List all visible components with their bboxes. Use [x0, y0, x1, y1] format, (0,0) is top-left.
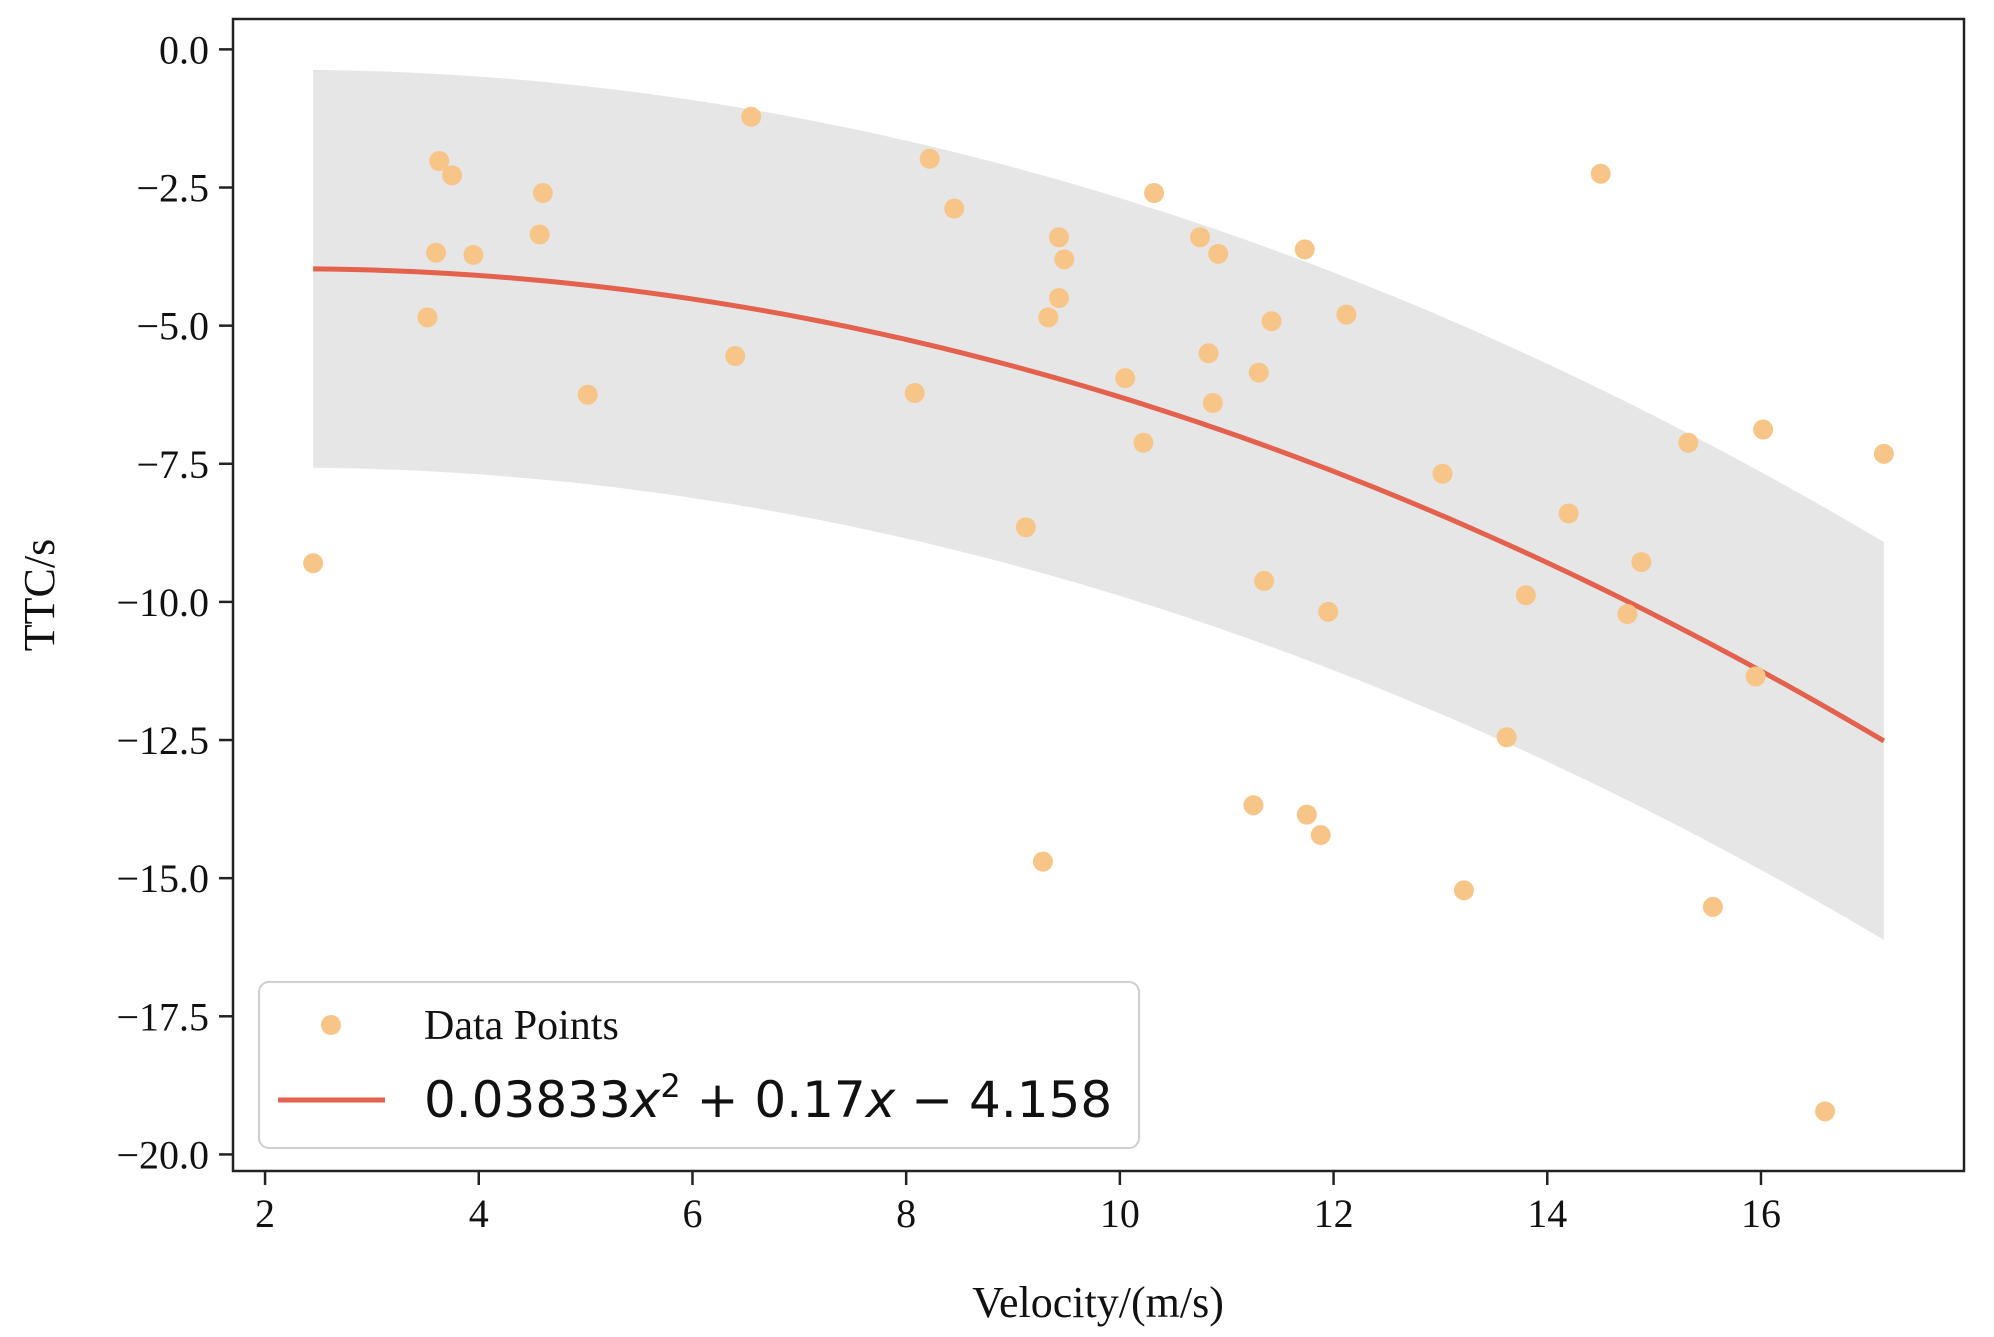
data-point-11: [904, 383, 925, 404]
scatter-points: [303, 106, 1894, 1122]
legend: Data Points 0.03833x2 + 0.17x − 4.158: [258, 981, 1140, 1149]
data-point-12: [919, 148, 940, 169]
y-tick-label: −17.5: [116, 994, 209, 1039]
data-point-20: [1115, 368, 1136, 389]
x-tick-label: 14: [1527, 1191, 1567, 1236]
data-point-19: [1054, 249, 1075, 270]
legend-eq-exponent: 2: [660, 1067, 680, 1105]
data-point-16: [1038, 307, 1059, 328]
legend-eq-part-3: − 4.158: [895, 1071, 1112, 1129]
x-tick-label: 6: [682, 1191, 702, 1236]
data-point-37: [1453, 880, 1474, 901]
data-point-22: [1144, 183, 1165, 204]
data-point-38: [1496, 727, 1517, 748]
x-tick-label: 12: [1314, 1191, 1354, 1236]
x-tick-label: 8: [896, 1191, 916, 1236]
data-point-28: [1248, 362, 1269, 383]
legend-label-fit-equation: 0.03833x2 + 0.17x − 4.158: [424, 1067, 1112, 1129]
y-tick-label: −20.0: [116, 1132, 209, 1177]
data-point-48: [1815, 1101, 1836, 1122]
y-tick-label: −15.0: [116, 856, 209, 901]
x-axis-title: Velocity/(m/s): [972, 1278, 1224, 1327]
data-point-5: [463, 244, 484, 265]
fit-line: [313, 266, 1886, 744]
data-point-34: [1318, 601, 1339, 622]
data-point-24: [1198, 343, 1219, 364]
data-point-15: [1032, 851, 1053, 872]
data-point-9: [725, 346, 746, 367]
data-point-25: [1202, 393, 1223, 413]
data-point-44: [1678, 432, 1699, 453]
y-tick-label: −2.5: [136, 166, 209, 211]
data-point-21: [1133, 432, 1154, 453]
legend-eq-var-2: x: [864, 1071, 896, 1129]
y-tick-label: −10.0: [116, 580, 209, 625]
data-point-33: [1310, 825, 1331, 846]
data-point-40: [1558, 503, 1579, 524]
data-point-45: [1702, 896, 1723, 917]
data-point-26: [1208, 243, 1229, 264]
data-point-27: [1243, 795, 1264, 816]
data-point-17: [1048, 227, 1069, 248]
data-point-39: [1515, 585, 1536, 606]
legend-label-data-points: Data Points: [424, 1003, 619, 1049]
data-point-18: [1048, 288, 1069, 309]
data-point-32: [1296, 804, 1317, 825]
data-point-10: [741, 106, 762, 127]
data-point-49: [1873, 443, 1894, 464]
data-point-42: [1617, 604, 1638, 625]
legend-marker-data-points: [321, 1015, 341, 1035]
x-tick-label: 10: [1100, 1191, 1140, 1236]
data-point-36: [1432, 463, 1453, 484]
x-tick-label: 4: [469, 1191, 489, 1236]
y-axis-title: TTC/s: [15, 539, 64, 651]
data-point-6: [529, 224, 550, 245]
legend-box: [258, 981, 1140, 1149]
data-point-43: [1631, 552, 1652, 573]
y-tick-label: −7.5: [136, 442, 209, 487]
data-point-8: [577, 384, 598, 405]
legend-eq-coef-a: 0.03833: [424, 1071, 631, 1129]
data-point-41: [1590, 163, 1611, 184]
x-axis: 2 4 6 8 10 12 14 16: [255, 1171, 1781, 1236]
data-point-1: [417, 307, 438, 328]
data-point-4: [442, 165, 463, 186]
x-tick-label: 16: [1741, 1191, 1781, 1236]
y-axis: 0.0 −2.5 −5.0 −7.5 −10.0 −12.5 −15.0 −17.5 −20.0: [116, 27, 233, 1177]
data-point-2: [426, 242, 447, 263]
data-point-7: [532, 183, 553, 204]
data-point-31: [1294, 239, 1315, 260]
legend-eq-part-2: + 0.17: [681, 1071, 866, 1129]
data-point-35: [1336, 304, 1357, 325]
legend-eq-var-1: x: [629, 1071, 661, 1129]
y-tick-label: 0.0: [159, 27, 209, 72]
y-tick-label: −5.0: [136, 304, 209, 349]
data-point-13: [944, 198, 965, 219]
x-tick-label: 2: [255, 1191, 275, 1236]
plot-frame: [231, 17, 1966, 1173]
data-point-23: [1190, 227, 1211, 248]
data-point-0: [303, 553, 324, 574]
data-point-47: [1753, 419, 1774, 440]
y-tick-label: −12.5: [116, 718, 209, 763]
data-point-14: [1015, 517, 1036, 538]
data-point-3: [429, 151, 450, 171]
data-point-30: [1261, 311, 1282, 332]
data-point-46: [1745, 666, 1766, 687]
confidence-band: [313, 69, 1884, 940]
data-point-29: [1254, 570, 1275, 591]
